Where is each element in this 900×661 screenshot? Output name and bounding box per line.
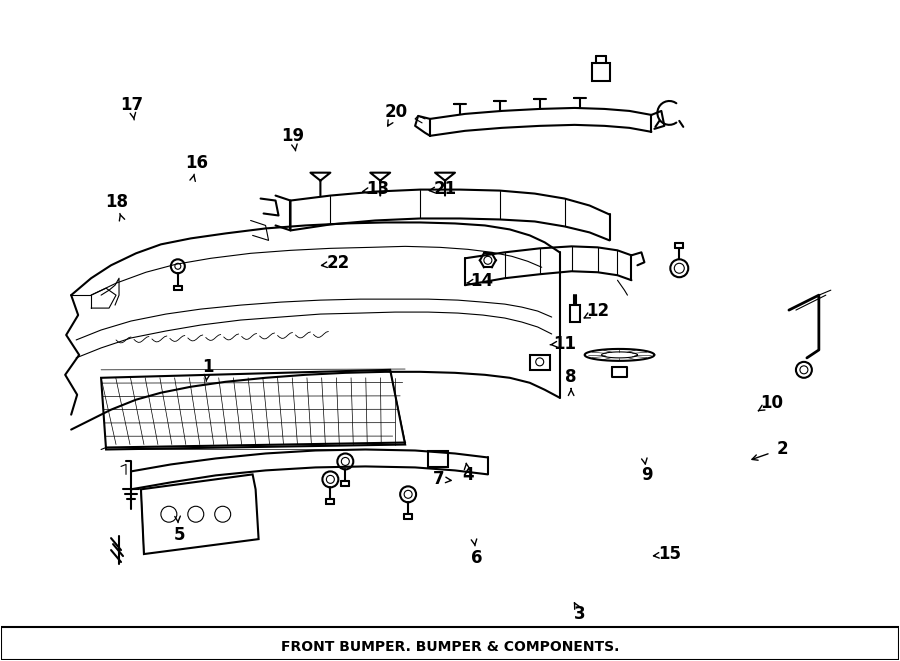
Text: 1: 1 [202,358,213,375]
Text: 20: 20 [384,103,408,121]
Text: 8: 8 [565,368,577,385]
Text: 22: 22 [326,254,349,272]
Text: 9: 9 [642,466,653,485]
Text: 14: 14 [470,272,493,290]
Bar [2,627,898,660]
Text: 16: 16 [185,153,209,172]
Text: 5: 5 [174,525,184,543]
Text: 17: 17 [120,97,143,114]
Text: 19: 19 [282,128,304,145]
Text: FRONT BUMPER. BUMPER & COMPONENTS.: FRONT BUMPER. BUMPER & COMPONENTS. [281,640,619,654]
Text: 15: 15 [658,545,681,563]
Text: 6: 6 [472,549,482,566]
Text: 10: 10 [760,394,783,412]
Text: 7: 7 [433,470,444,488]
Text: 21: 21 [434,180,457,198]
Text: 2: 2 [776,440,788,458]
Text: 4: 4 [462,466,473,485]
Text: 12: 12 [587,302,609,320]
Text: 18: 18 [104,193,128,211]
Text: 11: 11 [554,334,576,353]
Text: 3: 3 [574,605,586,623]
Text: 13: 13 [366,180,390,198]
